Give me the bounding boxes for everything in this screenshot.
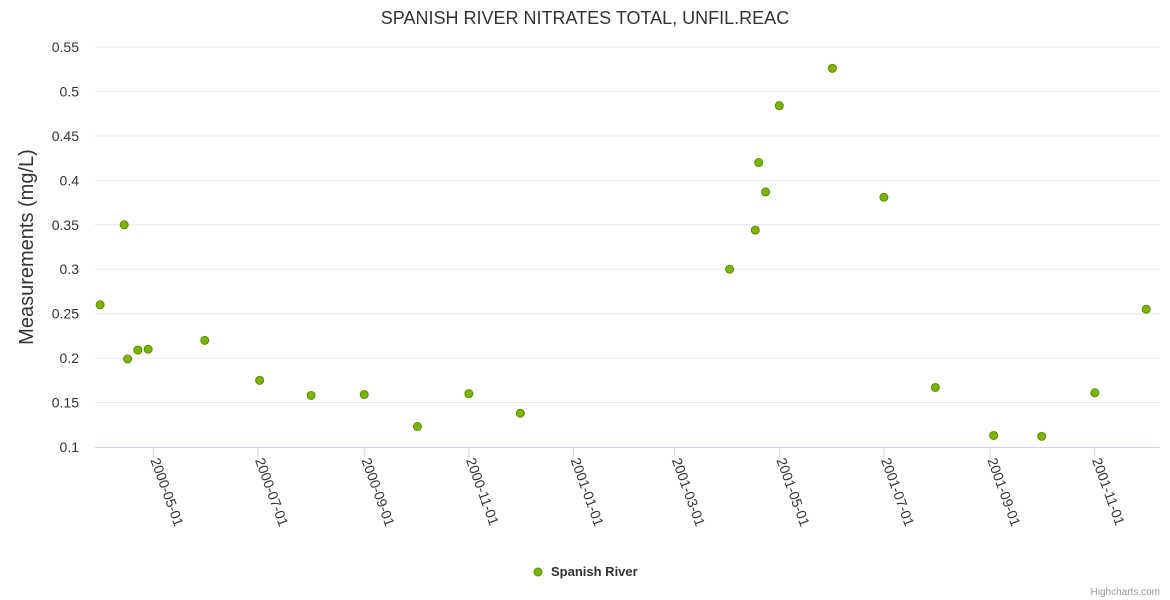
legend-label-spanish-river[interactable]: Spanish River [551, 564, 638, 579]
data-point[interactable] [143, 344, 153, 354]
y-tick-label: 0.25 [52, 306, 79, 322]
data-point[interactable] [464, 389, 474, 399]
data-point[interactable] [515, 408, 525, 418]
y-tick-label: 0.3 [60, 261, 80, 277]
data-point[interactable] [750, 225, 760, 235]
legend-marker [533, 567, 543, 577]
credits-link[interactable]: Highcharts.com [1091, 587, 1160, 598]
chart-title: SPANISH RIVER NITRATES TOTAL, UNFIL.REAC [381, 8, 789, 28]
y-tick-label: 0.35 [52, 217, 79, 233]
data-point[interactable] [306, 390, 316, 400]
data-point[interactable] [133, 345, 143, 355]
data-point[interactable] [774, 101, 784, 111]
grid-lines [95, 46, 1160, 404]
data-point[interactable] [1141, 304, 1151, 314]
data-point[interactable] [1037, 431, 1047, 441]
y-tick-label: 0.55 [52, 39, 79, 55]
data-point[interactable] [123, 354, 133, 364]
data-point[interactable] [1090, 388, 1100, 398]
legend[interactable]: Spanish River [533, 564, 638, 579]
y-axis-label: Measurements (mg/L) [16, 149, 38, 345]
data-point[interactable] [827, 63, 837, 73]
data-point[interactable] [95, 300, 105, 310]
data-points [95, 63, 1151, 441]
data-point[interactable] [412, 422, 422, 432]
data-point[interactable] [761, 187, 771, 197]
data-point[interactable] [754, 158, 764, 168]
data-point[interactable] [255, 375, 265, 385]
data-point[interactable] [119, 220, 129, 230]
y-tick-label: 0.4 [60, 172, 80, 188]
y-tick-label: 0.15 [52, 395, 79, 411]
y-tick-label: 0.45 [52, 128, 79, 144]
y-tick-label: 0.5 [60, 83, 80, 99]
y-axis: 0.1 0.15 0.2 0.25 0.3 0.35 0.4 0.45 0.5 0.55 [52, 39, 79, 455]
data-point[interactable] [989, 430, 999, 440]
data-point[interactable] [359, 390, 369, 400]
y-tick-label: 0.1 [60, 439, 80, 455]
data-point[interactable] [200, 335, 210, 345]
data-point[interactable] [879, 192, 889, 202]
y-tick-label: 0.2 [60, 350, 80, 366]
data-point[interactable] [930, 382, 940, 392]
data-point[interactable] [725, 264, 735, 274]
